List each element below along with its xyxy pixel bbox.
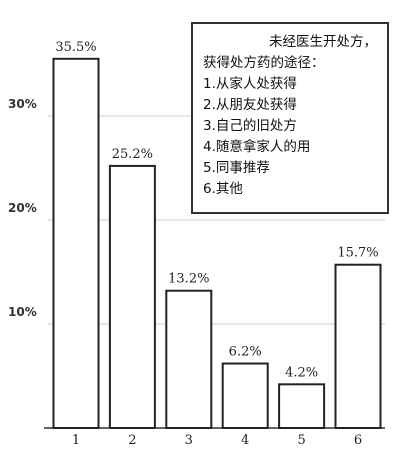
data-label: 35.5%: [55, 40, 96, 55]
x-tick-label: 5: [297, 433, 305, 448]
x-tick-label: 4: [241, 433, 249, 448]
data-label: 15.7%: [337, 246, 378, 261]
legend-item-3: 3.自己的旧处方: [203, 118, 297, 134]
data-label: 6.2%: [229, 345, 262, 360]
legend-title-line1: 未经医生开处方，: [269, 34, 377, 50]
x-tick-label: 2: [128, 433, 136, 448]
bar-2: [108, 164, 156, 429]
legend-title-line2: 获得处方药的途径：: [203, 55, 325, 71]
legend-item-2: 2.从朋友处获得: [203, 97, 297, 113]
data-label: 25.2%: [112, 147, 153, 162]
legend-item-6: 6.其他: [203, 181, 243, 197]
legend-item-5: 5.同事推荐: [203, 160, 270, 176]
legend-item-1: 1.从家人处获得: [203, 76, 297, 92]
data-label: 13.2%: [168, 272, 209, 287]
x-tick-label: 3: [185, 433, 193, 448]
bar-1: [52, 57, 100, 430]
legend-item-4: 4.随意拿家人的用: [203, 139, 311, 155]
x-tick-label: 1: [72, 433, 80, 448]
bar-6: [334, 263, 382, 429]
data-label: 4.2%: [285, 365, 318, 380]
bar-4: [221, 362, 269, 429]
bar-5: [278, 383, 326, 430]
x-tick-label: 6: [354, 433, 362, 448]
y-tick-label: 20%: [8, 201, 37, 215]
legend-box: 未经医生开处方， 获得处方药的途径： 1.从家人处获得 2.从朋友处获得 3.自…: [191, 22, 389, 214]
bar-3: [165, 289, 213, 429]
y-tick-label: 10%: [8, 305, 37, 319]
y-tick-label: 30%: [8, 97, 37, 111]
